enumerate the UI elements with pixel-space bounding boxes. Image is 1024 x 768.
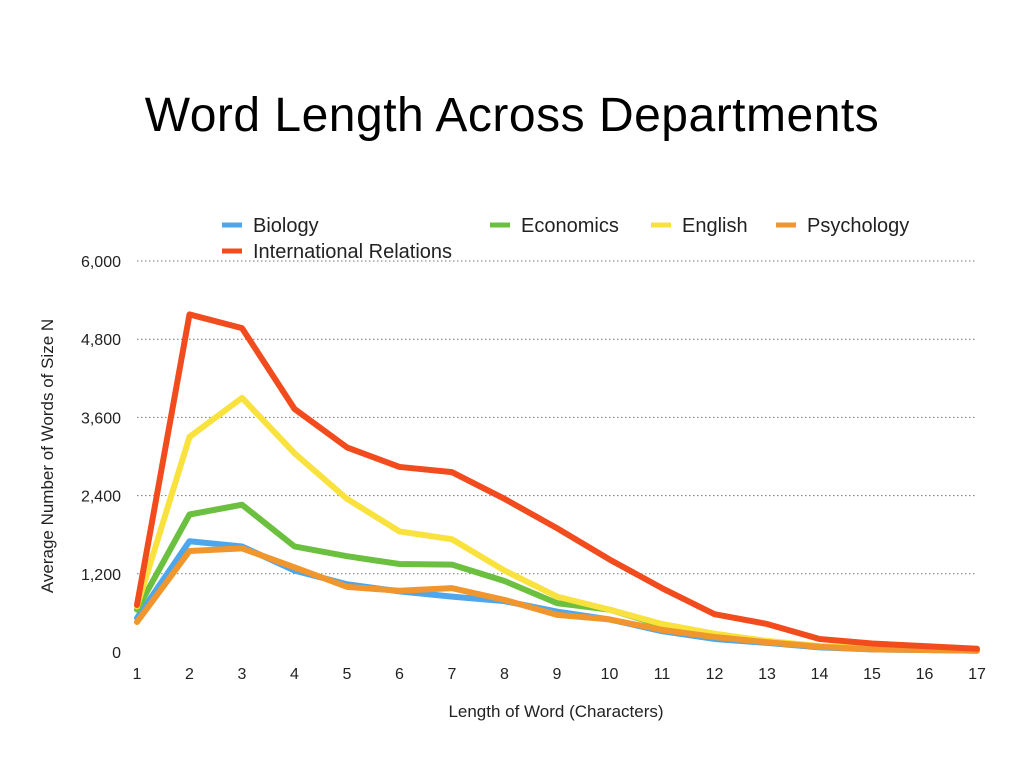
legend-label-biology: Biology <box>253 215 319 237</box>
grid-lines <box>137 260 977 575</box>
series-line-international-relations <box>134 311 980 652</box>
x-tick-label: 14 <box>811 666 829 683</box>
y-tick-label: 6,000 <box>81 254 121 271</box>
x-tick-label: 13 <box>758 666 776 683</box>
x-tick-label: 7 <box>448 666 457 683</box>
series-line-psychology <box>134 545 980 654</box>
y-axis-ticks: 0 1,200 2,400 3,600 4,800 6,000 <box>81 254 121 662</box>
x-tick-label: 16 <box>916 666 934 683</box>
legend-label-psychology: Psychology <box>807 215 909 237</box>
chart-title: Word Length Across Departments <box>144 89 880 142</box>
x-tick-label: 1 <box>133 666 142 683</box>
x-tick-label: 10 <box>601 666 619 683</box>
x-tick-label: 4 <box>290 666 299 683</box>
x-tick-label: 17 <box>968 666 986 683</box>
x-axis-ticks: 1 2 3 4 5 6 7 8 9 10 11 12 13 14 15 16 17 <box>133 666 986 683</box>
legend-label-english: English <box>682 215 748 237</box>
x-tick-label: 3 <box>238 666 247 683</box>
x-tick-label: 2 <box>185 666 194 683</box>
legend-label-international-relations: International Relations <box>253 241 452 263</box>
x-tick-label: 11 <box>654 666 671 683</box>
legend-label-economics: Economics <box>521 215 619 237</box>
x-tick-label: 9 <box>553 666 562 683</box>
legend: Biology Economics English Psychology Interna… <box>222 215 909 263</box>
y-tick-label: 4,800 <box>81 332 121 349</box>
x-tick-label: 12 <box>706 666 724 683</box>
y-tick-label: 0 <box>112 645 121 662</box>
x-tick-label: 15 <box>863 666 881 683</box>
y-axis-title: Average Number of Words of Size N <box>38 319 57 593</box>
x-tick-label: 6 <box>395 666 404 683</box>
y-tick-label: 3,600 <box>81 410 121 427</box>
x-tick-label: 5 <box>343 666 352 683</box>
y-tick-label: 1,200 <box>81 567 121 584</box>
y-tick-label: 2,400 <box>81 489 121 506</box>
series-lines <box>134 311 980 654</box>
x-axis-title: Length of Word (Characters) <box>448 702 663 721</box>
x-tick-label: 8 <box>500 666 509 683</box>
